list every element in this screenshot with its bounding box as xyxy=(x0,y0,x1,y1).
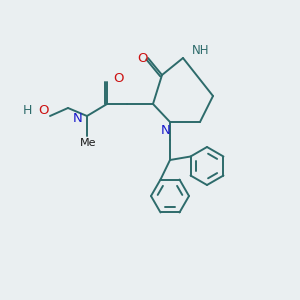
Text: O: O xyxy=(113,71,124,85)
Text: H: H xyxy=(22,103,32,116)
Text: O: O xyxy=(137,52,148,64)
Text: O: O xyxy=(38,103,49,116)
Text: NH: NH xyxy=(192,44,209,56)
Text: N: N xyxy=(72,112,82,124)
Text: Me: Me xyxy=(80,138,96,148)
Text: N: N xyxy=(161,124,171,137)
